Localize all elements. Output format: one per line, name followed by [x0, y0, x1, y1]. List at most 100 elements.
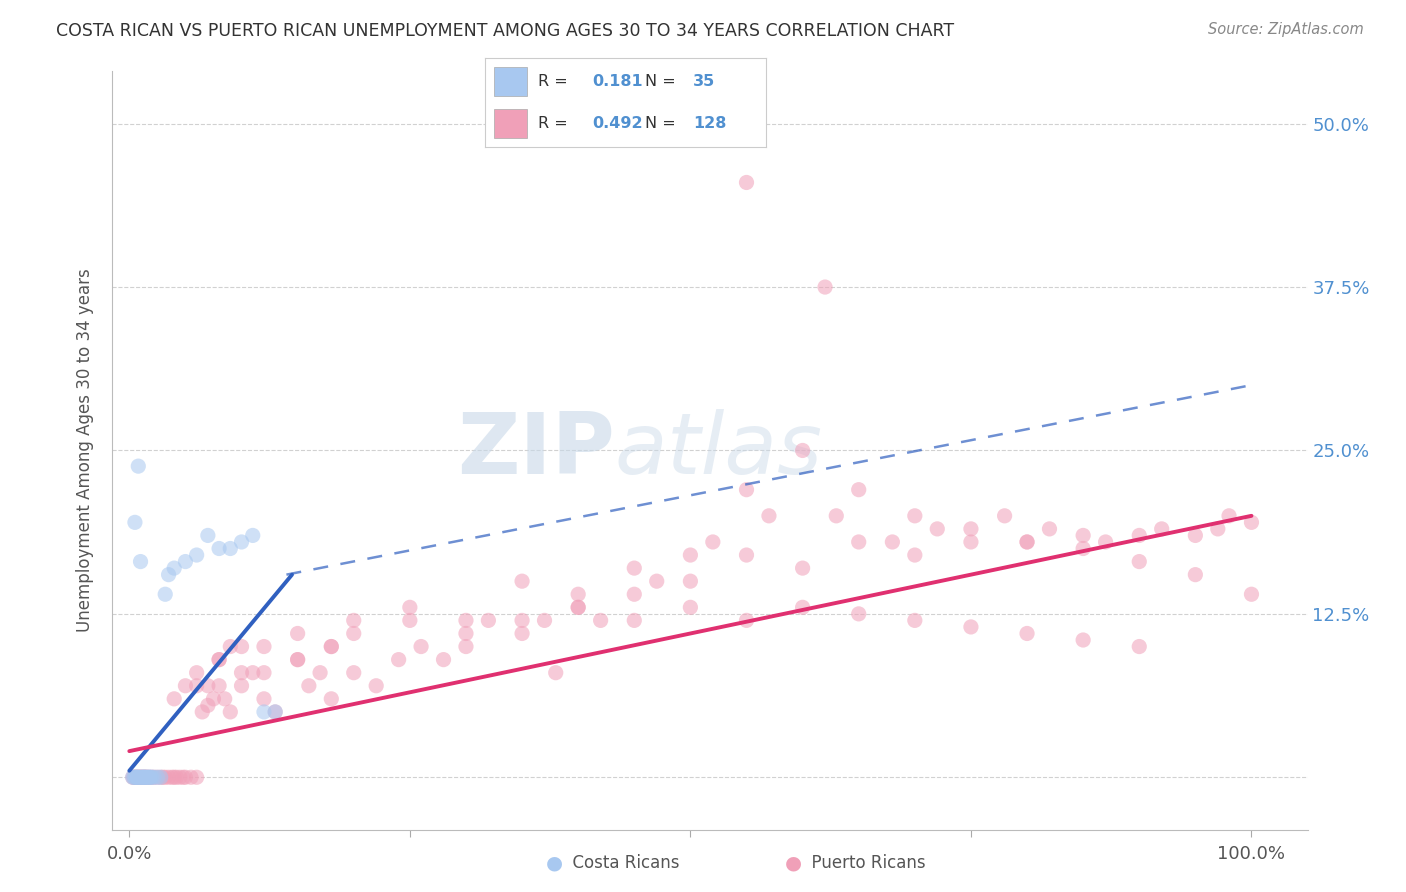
Point	[186, 679, 208, 693]
Point	[242, 665, 264, 680]
Point	[197, 698, 219, 713]
Point	[904, 548, 927, 562]
Point	[1128, 528, 1150, 542]
Point	[510, 626, 533, 640]
Text: 0.492: 0.492	[592, 116, 643, 130]
Point	[735, 176, 758, 190]
Point	[1128, 555, 1150, 569]
Point	[146, 770, 169, 784]
Point	[735, 614, 758, 628]
Point	[287, 652, 309, 666]
Point	[231, 665, 253, 680]
Point	[298, 679, 321, 693]
Point	[160, 770, 183, 784]
Text: 0.181: 0.181	[592, 74, 643, 88]
Point	[127, 770, 149, 784]
Point	[214, 691, 236, 706]
Point	[758, 508, 780, 523]
Point	[134, 770, 156, 784]
Point	[186, 770, 208, 784]
Point	[129, 555, 152, 569]
Bar	[494, 67, 527, 96]
Point	[132, 770, 155, 784]
Point	[131, 770, 153, 784]
Point	[960, 522, 983, 536]
Point	[155, 587, 177, 601]
Point	[454, 614, 477, 628]
Point	[645, 574, 668, 589]
Point	[124, 516, 146, 530]
Point	[264, 705, 287, 719]
Point	[544, 665, 567, 680]
Text: COSTA RICAN VS PUERTO RICAN UNEMPLOYMENT AMONG AGES 30 TO 34 YEARS CORRELATION C: COSTA RICAN VS PUERTO RICAN UNEMPLOYMENT…	[56, 22, 955, 40]
Point	[242, 528, 264, 542]
Text: ●: ●	[546, 854, 562, 872]
Point	[138, 770, 160, 784]
Point	[135, 770, 157, 784]
Point	[623, 561, 645, 575]
Point	[165, 770, 187, 784]
Point	[202, 691, 225, 706]
Point	[904, 614, 927, 628]
Point	[1071, 541, 1094, 556]
Point	[1015, 535, 1038, 549]
Point	[121, 770, 143, 784]
Point	[994, 508, 1017, 523]
Point	[135, 770, 157, 784]
Point	[174, 555, 197, 569]
Point	[127, 770, 149, 784]
Point	[792, 443, 814, 458]
Point	[848, 607, 870, 621]
Point	[321, 691, 343, 706]
Point	[149, 770, 172, 784]
Point	[163, 561, 186, 575]
Point	[186, 665, 208, 680]
Point	[122, 770, 145, 784]
Point	[125, 770, 148, 784]
Bar	[494, 109, 527, 138]
Point	[141, 770, 163, 784]
Point	[792, 600, 814, 615]
Point	[567, 600, 589, 615]
Point	[231, 640, 253, 654]
Point	[287, 626, 309, 640]
Point	[132, 770, 155, 784]
Point	[169, 770, 191, 784]
Point	[623, 587, 645, 601]
Point	[904, 508, 927, 523]
Point	[848, 483, 870, 497]
Text: Source: ZipAtlas.com: Source: ZipAtlas.com	[1208, 22, 1364, 37]
Point	[1038, 522, 1060, 536]
Point	[253, 665, 276, 680]
Text: ZIP: ZIP	[457, 409, 614, 492]
Point	[136, 770, 159, 784]
Point	[208, 652, 231, 666]
Point	[825, 508, 848, 523]
Point	[589, 614, 612, 628]
Point	[124, 770, 146, 784]
Text: ●: ●	[785, 854, 801, 872]
Point	[132, 770, 155, 784]
Point	[1218, 508, 1240, 523]
Point	[409, 640, 432, 654]
Point	[623, 614, 645, 628]
Point	[208, 541, 231, 556]
Point	[814, 280, 837, 294]
Point	[253, 640, 276, 654]
Point	[735, 483, 758, 497]
Point	[399, 614, 422, 628]
Point	[208, 652, 231, 666]
Point	[152, 770, 174, 784]
Text: N =: N =	[645, 116, 682, 130]
Point	[366, 679, 388, 693]
Point	[309, 665, 332, 680]
Point	[1184, 567, 1206, 582]
Point	[1240, 516, 1263, 530]
Point	[1206, 522, 1229, 536]
Point	[960, 620, 983, 634]
Point	[174, 770, 197, 784]
Point	[702, 535, 724, 549]
Text: R =: R =	[538, 74, 574, 88]
Point	[174, 679, 197, 693]
Point	[122, 770, 145, 784]
